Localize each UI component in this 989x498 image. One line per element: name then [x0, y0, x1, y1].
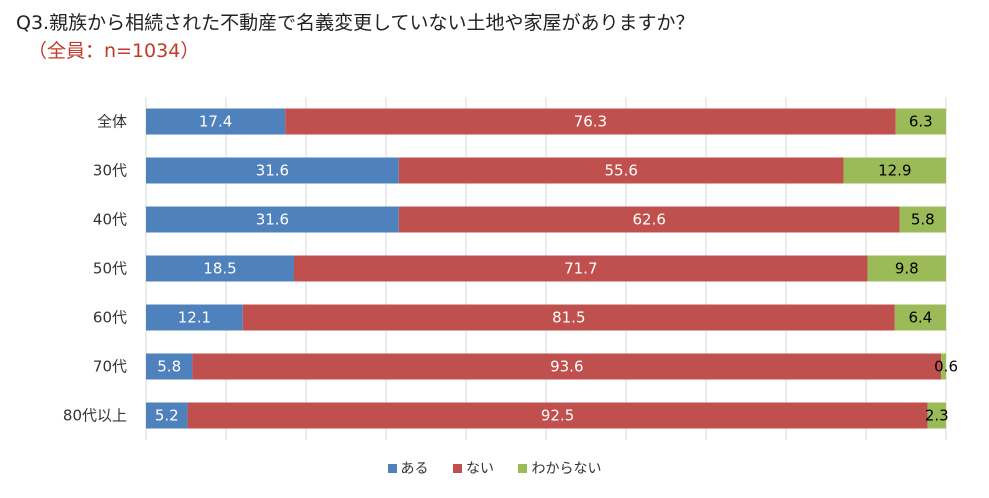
legend: ある ない わからない — [0, 458, 989, 478]
legend-swatch-wakaranai — [518, 463, 528, 473]
legend-label-nai: ない — [466, 461, 494, 477]
bar-segment — [894, 304, 946, 331]
category-label: 60代 — [93, 309, 127, 327]
data-label: 71.7 — [564, 260, 597, 278]
bar-segment — [146, 157, 399, 184]
data-label: 12.1 — [178, 309, 211, 327]
bar-segment — [899, 206, 946, 233]
legend-item-nai: ない — [453, 458, 494, 478]
category-label: 全体 — [97, 113, 127, 131]
legend-label-wakaranai: わからない — [531, 461, 602, 477]
category-label: 30代 — [93, 162, 127, 180]
bar-segment — [192, 353, 942, 380]
chart-title: Q3.親族から相続された不動産で名義変更していない土地や家屋がありますか？ — [16, 12, 695, 34]
data-label: 2.3 — [925, 407, 949, 425]
bar-segment — [843, 157, 946, 184]
data-label: 6.3 — [909, 113, 933, 131]
data-label: 18.5 — [203, 260, 236, 278]
bar-segment — [285, 108, 896, 135]
data-label: 93.6 — [550, 358, 583, 376]
legend-swatch-nai — [453, 463, 462, 473]
data-label: 81.5 — [552, 309, 585, 327]
data-label: 6.4 — [908, 309, 932, 327]
chart-subtitle: （全員：n=1034） — [28, 40, 200, 62]
bar-segment — [927, 402, 946, 429]
category-label: 50代 — [93, 260, 127, 278]
category-label: 40代 — [93, 211, 127, 229]
bar-segment — [146, 304, 243, 331]
bar-segment — [187, 402, 928, 429]
bar-segment — [398, 157, 844, 184]
bar-segment — [146, 402, 188, 429]
data-label: 12.9 — [878, 162, 911, 180]
legend-item-wakaranai: わからない — [518, 458, 601, 478]
category-label: 80代以上 — [63, 407, 127, 425]
data-label: 17.4 — [199, 113, 232, 131]
bar-segment — [294, 255, 868, 282]
data-label: 55.6 — [604, 162, 637, 180]
bar-segment — [895, 108, 946, 135]
data-label: 62.6 — [632, 211, 665, 229]
data-label: 5.8 — [911, 211, 935, 229]
bar-segment — [146, 353, 193, 380]
legend-label-aru: ある — [400, 461, 429, 477]
data-label: 92.5 — [541, 407, 574, 425]
bar-segment — [242, 304, 895, 331]
bar-segment — [146, 255, 294, 282]
bar-segment — [146, 108, 286, 135]
data-label: 9.8 — [895, 260, 919, 278]
data-label: 76.3 — [574, 113, 607, 131]
stacked-bar-chart: 全体 17.4 76.3 6.3 30代 31.6 55.6 12.9 40代 31.6 62.6 5… — [63, 97, 958, 440]
data-label: 31.6 — [256, 162, 289, 180]
data-label: 5.8 — [157, 358, 181, 376]
bar-segment — [867, 255, 946, 282]
data-label: 0.6 — [934, 358, 958, 376]
legend-swatch-aru — [387, 463, 397, 473]
data-label: 31.6 — [256, 211, 289, 229]
category-label: 70代 — [93, 358, 127, 376]
legend-item-aru: ある — [387, 458, 429, 478]
bar-segment — [941, 353, 946, 380]
bar-segment — [398, 206, 900, 233]
bar-segment — [146, 206, 399, 233]
data-label: 5.2 — [155, 407, 179, 425]
